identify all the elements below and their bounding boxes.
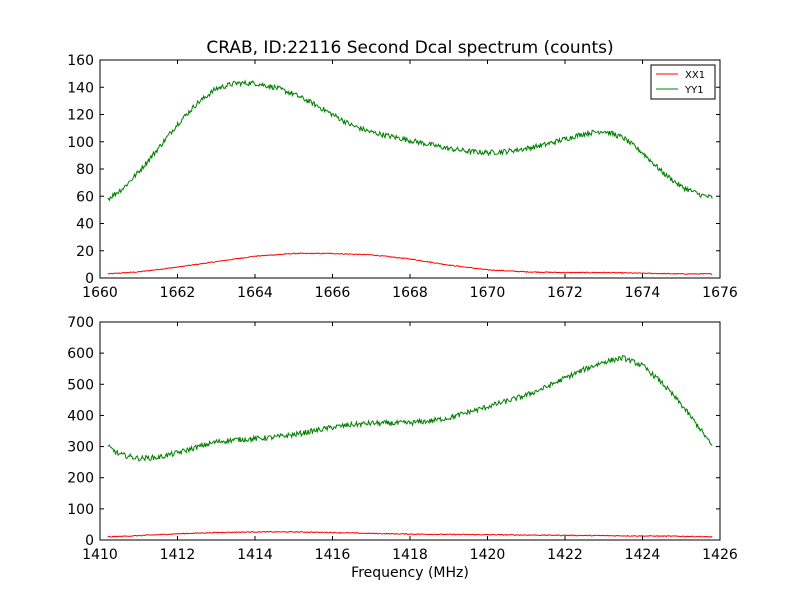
x-tick-label: 1672: [547, 285, 583, 301]
series-line-xx1: [107, 530, 713, 538]
y-tick-label: 100: [67, 502, 94, 518]
x-tick-label: 1424: [625, 547, 661, 563]
y-tick-label: 500: [67, 377, 94, 393]
x-axis-label: Frequency (MHz): [351, 565, 469, 581]
x-tick-label: 1422: [547, 547, 583, 563]
y-tick-label: 0: [85, 533, 94, 549]
y-tick-label: 40: [76, 217, 94, 233]
series-line-yy1: [107, 355, 713, 462]
x-tick-label: 1426: [702, 547, 738, 563]
bottom-panel: 1410 1412 1414 1416 1418 1420 1422 1424 1426 0 100…: [67, 315, 738, 581]
x-tick-label: 1674: [625, 285, 661, 301]
x-tick-label: 1416: [315, 547, 351, 563]
y-tick-label: 700: [67, 315, 94, 331]
y-tick-label: 80: [76, 162, 94, 178]
legend-label-yy1: YY1: [684, 85, 704, 96]
y-tick-label: 400: [67, 408, 94, 424]
y-tick-label: 200: [67, 471, 94, 487]
y-tick-label: 100: [67, 135, 94, 151]
series-line-yy1: [107, 79, 713, 202]
x-tick-label: 1670: [470, 285, 506, 301]
legend-label-xx1: XX1: [685, 70, 705, 81]
plot-frame: [99, 59, 721, 279]
x-tick-label: 1676: [702, 285, 738, 301]
x-tick-label: 1660: [82, 285, 118, 301]
series-line-xx1: [107, 252, 713, 275]
x-tick-label: 1410: [82, 547, 118, 563]
y-tick-label: 20: [76, 244, 94, 260]
plot-frame: [99, 321, 721, 541]
y-tick-label: 140: [67, 80, 94, 96]
y-tick-label: 300: [67, 440, 94, 456]
x-tick-label: 1420: [470, 547, 506, 563]
y-tick-label: 120: [67, 108, 94, 124]
top-panel: 1660 1662 1664 1666 1668 1670 1672 1674 1676 0 20 4…: [67, 53, 738, 301]
y-tick-label: 0: [85, 271, 94, 287]
x-tick-label: 1418: [392, 547, 428, 563]
x-tick-label: 1666: [315, 285, 351, 301]
y-tick-label: 160: [67, 53, 94, 69]
y-tick-label: 60: [76, 189, 94, 205]
x-tick-label: 1662: [160, 285, 196, 301]
x-tick-label: 1414: [237, 547, 273, 563]
x-tick-label: 1412: [160, 547, 196, 563]
chart-title: CRAB, ID:22116 Second Dcal spectrum (cou…: [206, 38, 613, 58]
x-tick-label: 1668: [392, 285, 428, 301]
legend-box: [650, 64, 716, 100]
x-tick-label: 1664: [237, 285, 273, 301]
y-tick-label: 600: [67, 346, 94, 362]
